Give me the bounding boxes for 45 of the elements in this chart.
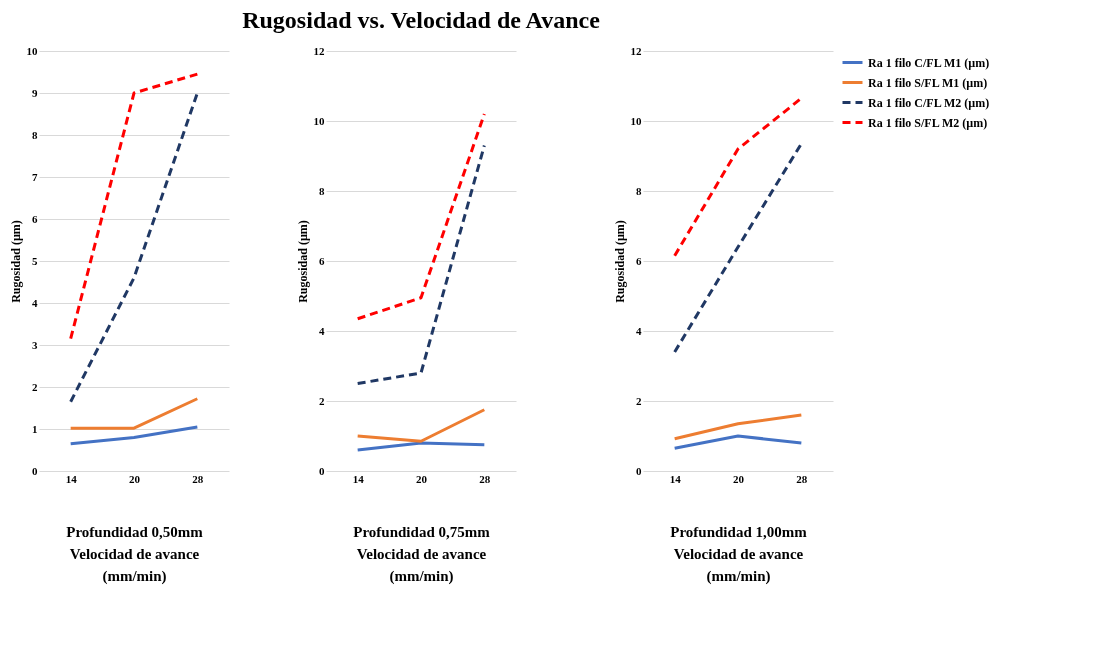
x-tick-label: 28 (479, 472, 491, 485)
y-tick-label: 10 (26, 44, 38, 57)
y-tick-label: 5 (32, 254, 38, 267)
y-tick-label: 1 (32, 422, 38, 435)
y-tick-label: 6 (636, 254, 642, 267)
y-axis-title: Rugosidad (µm) (295, 220, 310, 303)
x-tick-label: 14 (352, 472, 365, 485)
y-tick-label: 0 (32, 464, 38, 477)
x-tick-label: 14 (669, 472, 682, 485)
x-tick-label: 14 (65, 472, 78, 485)
legend-label: Ra 1 filo S/FL M2 (µm) (868, 115, 988, 130)
y-tick-label: 10 (630, 114, 642, 127)
y-tick-label: 9 (32, 86, 38, 99)
y-tick-label: 0 (319, 464, 325, 477)
y-tick-label: 2 (319, 394, 325, 407)
chart-title: Rugosidad vs. Velocidad de Avance (242, 7, 601, 33)
legend-label: Ra 1 filo S/FL M1 (µm) (868, 75, 988, 90)
y-tick-label: 6 (32, 212, 38, 225)
y-tick-label: 0 (636, 464, 642, 477)
legend-label: Ra 1 filo C/FL M1 (µm) (868, 55, 990, 70)
y-axis-title: Rugosidad (µm) (8, 220, 23, 303)
y-tick-label: 4 (636, 324, 642, 337)
x-tick-label: 28 (192, 472, 204, 485)
x-tick-label: 20 (129, 472, 141, 485)
x-axis-title: Profundidad 0,50mm Velocidad de avance (mm/min) (66, 523, 204, 585)
y-tick-label: 12 (313, 44, 325, 57)
y-tick-label: 2 (32, 380, 38, 393)
x-tick-label: 28 (796, 472, 808, 485)
y-axis-title: Rugosidad (µm) (612, 220, 627, 303)
x-tick-label: 20 (416, 472, 428, 485)
y-tick-label: 10 (313, 114, 325, 127)
y-tick-label: 4 (32, 296, 38, 309)
y-tick-label: 4 (319, 324, 325, 337)
y-tick-label: 8 (319, 184, 325, 197)
y-tick-label: 8 (636, 184, 642, 197)
x-tick-label: 20 (733, 472, 745, 485)
y-tick-label: 8 (32, 128, 38, 141)
y-tick-label: 3 (32, 338, 38, 351)
y-tick-label: 2 (636, 394, 642, 407)
y-tick-label: 12 (630, 44, 642, 57)
x-axis-title: Profundidad 0,75mm Velocidad de avance (mm/min) (353, 523, 491, 585)
y-tick-label: 7 (32, 170, 38, 183)
y-tick-label: 6 (319, 254, 325, 267)
x-axis-title: Profundidad 1,00mm Velocidad de avance (mm/min) (670, 523, 808, 585)
legend-label: Ra 1 filo C/FL M2 (µm) (868, 95, 990, 110)
